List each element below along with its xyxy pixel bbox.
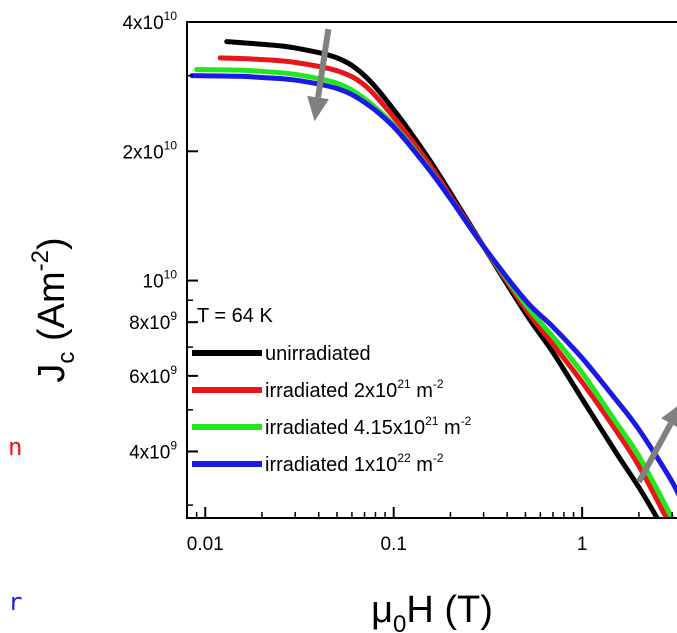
series-line-1: [217, 55, 669, 518]
x-tick-label: 1: [577, 534, 588, 555]
series-line-3: [189, 73, 677, 497]
x-tick-label: 0.1: [381, 534, 407, 555]
y-axis-title: Jc (Am-2): [27, 237, 80, 382]
series-line-0: [224, 39, 660, 518]
legend-label-3: irradiated 1x1022 m-2: [265, 451, 444, 476]
y-tick-label: 4x109: [129, 438, 177, 463]
y-tick-label: 1010: [143, 268, 178, 293]
trend-arrow-shaft-0: [315, 28, 332, 98]
y-tick-label: 2x1010: [122, 138, 177, 163]
side-fragment-blue: r: [8, 588, 23, 616]
plot-frame: [186, 21, 677, 519]
y-tick-label: 8x109: [129, 309, 177, 334]
y-tick-label: 6x109: [129, 363, 177, 388]
trend-arrow-head-0: [307, 95, 329, 122]
temperature-annotation: T = 64 K: [197, 305, 273, 327]
legend-label-0: unirradiated: [265, 343, 371, 365]
legend-label-2: irradiated 4.15x1021 m-2: [265, 414, 472, 439]
y-tick-label: 4x1010: [122, 9, 177, 34]
x-axis-title: μ0H (T): [371, 589, 493, 633]
trend-arrow-shaft-1: [636, 422, 674, 484]
legend: unirradiated irradiated 2x1021 m-2 irradia…: [192, 343, 472, 476]
legend-label-1: irradiated 2x1021 m-2: [265, 377, 444, 402]
x-tick-label: 0.01: [187, 534, 224, 555]
trend-arrow-head-1: [661, 406, 677, 427]
side-fragment-red: n: [8, 433, 23, 461]
